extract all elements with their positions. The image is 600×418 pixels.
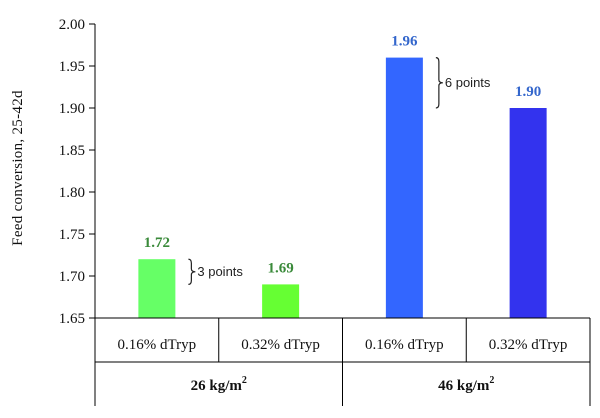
y-tick-label: 2.00 xyxy=(59,17,85,33)
data-label: 1.72 xyxy=(144,235,170,251)
data-label: 1.69 xyxy=(268,260,294,276)
bar xyxy=(262,284,300,318)
x-axis: 0.16% dTryp 0.32% dTryp 0.16% dTryp 0.32% d… xyxy=(94,317,591,406)
data-label: 1.90 xyxy=(515,84,541,100)
bar xyxy=(138,259,176,318)
x-group-label: 26 kg/m2 xyxy=(191,375,247,394)
x-category-label: 0.16% dTryp xyxy=(118,337,197,353)
x-group-label: 46 kg/m2 xyxy=(438,375,494,394)
x-category-label: 0.32% dTryp xyxy=(489,337,568,353)
bar xyxy=(509,108,547,318)
x-category-label: 0.32% dTryp xyxy=(241,337,320,353)
y-axis: 1.65 1.70 1.75 1.80 1.85 1.90 1.95 2.00 xyxy=(59,17,96,327)
bar xyxy=(385,57,423,318)
x-category-label: 0.16% dTryp xyxy=(365,337,444,353)
data-labels: 1.72 1.69 1.96 1.90 xyxy=(144,34,542,277)
data-label: 1.96 xyxy=(391,34,418,50)
y-tick-label: 1.65 xyxy=(59,311,85,327)
difference-annotation: 3 points xyxy=(197,264,243,279)
y-tick-label: 1.85 xyxy=(59,143,85,159)
y-tick-label: 1.80 xyxy=(59,185,85,201)
bars xyxy=(138,57,547,318)
difference-annotation: 6 points xyxy=(445,75,491,90)
y-tick-label: 1.95 xyxy=(59,59,85,75)
brace-icon xyxy=(435,57,443,109)
y-axis-label: Feed conversion, 25-42d xyxy=(10,90,26,246)
annotations: 3 points 6 points xyxy=(188,57,491,285)
y-tick-label: 1.90 xyxy=(59,101,85,117)
brace-icon xyxy=(188,258,196,285)
y-tick-label: 1.75 xyxy=(59,227,85,243)
y-tick-label: 1.70 xyxy=(59,269,85,285)
